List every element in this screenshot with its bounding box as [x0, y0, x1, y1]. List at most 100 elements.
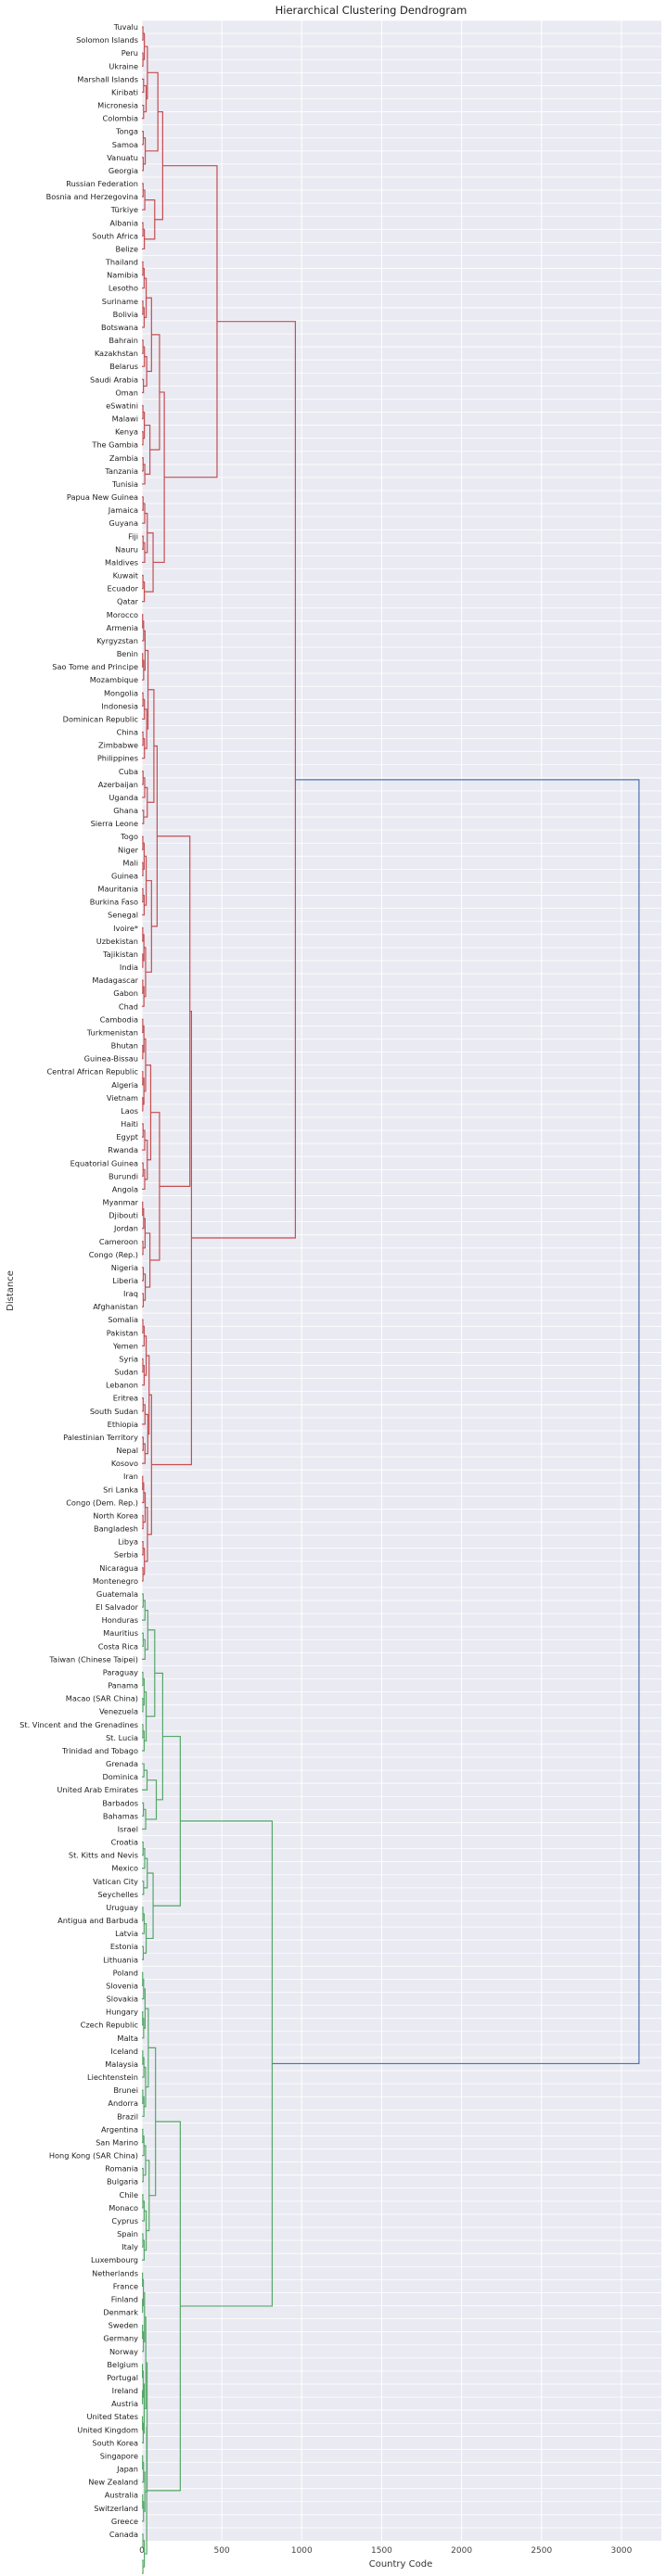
dendrogram-link	[142, 1567, 144, 1582]
dendrogram-link	[143, 2383, 146, 2434]
dendrogram-link	[142, 620, 145, 642]
leaf-label: Macao (SAR China)	[66, 1694, 138, 1703]
dendrogram-link	[142, 1945, 145, 1960]
leaf-label: India	[120, 963, 138, 972]
dendrogram-link	[142, 2501, 145, 2522]
dendrogram-link	[143, 2471, 146, 2512]
dendrogram-link	[142, 431, 144, 446]
leaf-label: Guatemala	[96, 1589, 138, 1599]
leaf-label: Croatia	[111, 1838, 138, 1847]
dendrogram-link	[143, 411, 146, 440]
leaf-label: Ethiopia	[108, 1420, 138, 1429]
dendrogram-link	[142, 2272, 144, 2287]
leaf-label: Libya	[118, 1537, 138, 1547]
leaf-label: Morocco	[107, 610, 138, 619]
leaf-label: Guinea-Bissau	[84, 1054, 138, 1064]
leaf-label: Estonia	[110, 1942, 138, 1951]
leaf-label: Bhutan	[111, 1041, 138, 1051]
leaf-label: Tonga	[115, 127, 138, 136]
leaf-label: New Zealand	[88, 2478, 138, 2487]
dendrogram-link	[146, 297, 152, 373]
dendrogram-link	[142, 2018, 145, 2039]
leaf-label: Armenia	[107, 623, 138, 632]
leaf-label: Congo (Rep.)	[89, 1250, 138, 1259]
dendrogram-link	[142, 692, 144, 707]
leaf-label: Panama	[108, 1681, 138, 1690]
leaf-label: Iceland	[110, 2047, 138, 2056]
leaf-label: Romania	[105, 2164, 138, 2174]
dendrogram-link	[142, 777, 146, 798]
dendrogram-link	[142, 659, 145, 681]
leaf-label: Israel	[118, 1824, 138, 1833]
dendrogram-link	[142, 1730, 146, 1752]
dendrogram-link	[157, 835, 191, 1187]
leaf-label: Oman	[115, 388, 138, 397]
dendrogram-link	[142, 496, 144, 511]
dendrogram-link	[142, 1162, 144, 1177]
leaf-label: Benin	[117, 649, 138, 658]
leaf-label: Afghanistan	[93, 1302, 138, 1311]
leaf-label: Nauru	[115, 544, 138, 554]
dendrogram-link	[142, 457, 144, 472]
leaf-label: Monaco	[109, 2203, 138, 2213]
dendrogram-link	[142, 1267, 145, 1282]
dendrogram-link	[143, 32, 146, 60]
leaf-label: Slovenia	[106, 1981, 138, 1990]
dendrogram-link	[142, 771, 144, 785]
leaf-label: Lesotho	[109, 284, 138, 293]
leaf-label: Mauritania	[97, 885, 138, 894]
leaf-label: Algeria	[111, 1080, 138, 1090]
leaf-label: Laos	[121, 1106, 138, 1116]
dendrogram-link	[142, 1848, 146, 1869]
leaf-label: Namibia	[107, 271, 138, 280]
dendrogram-link	[272, 779, 640, 2065]
leaf-label: Japan	[116, 2465, 138, 2474]
leaf-label: Colombia	[103, 114, 138, 123]
leaf-label: Ukraine	[109, 61, 138, 70]
dendrogram-link	[142, 1978, 145, 2000]
dendrogram-link	[144, 424, 151, 475]
leaf-label: Sri Lanka	[103, 1485, 138, 1494]
dendrogram-link	[147, 2047, 157, 2197]
dendrogram-link	[142, 1841, 144, 1856]
leaf-label: Bolivia	[113, 310, 138, 319]
leaf-label: Tuvalu	[113, 22, 138, 32]
leaf-label: Micronesia	[97, 101, 138, 110]
dendrogram-link	[142, 2390, 144, 2404]
dendrogram-link	[142, 2461, 145, 2483]
dendrogram-link	[143, 1492, 147, 1524]
leaf-label: Hungary	[106, 2008, 138, 2017]
x-tick-label: 1500	[371, 2546, 392, 2556]
dendrogram-link	[142, 222, 144, 236]
leaf-label: Palestinian Territory	[63, 1433, 138, 1442]
leaf-label: Luxembourg	[91, 2255, 138, 2264]
leaf-label: Sao Tome and Principe	[52, 662, 138, 671]
leaf-label: Mongolia	[104, 688, 138, 697]
leaf-label: Jordan	[113, 1224, 138, 1233]
leaf-label: Kosovo	[111, 1459, 138, 1468]
leaf-label: Bahrain	[109, 336, 138, 345]
leaf-label: Uganda	[109, 793, 138, 802]
dendrogram-link	[144, 2427, 147, 2555]
leaf-label: Latvia	[115, 1929, 138, 1938]
leaf-label: Honduras	[102, 1615, 138, 1625]
leaf-label: Uzbekistan	[96, 937, 138, 946]
leaf-label: Trinidad and Tobago	[61, 1746, 138, 1755]
leaf-label: Seychelles	[97, 1890, 138, 1899]
dendrogram-link	[142, 1802, 145, 1817]
leaf-label: Egypt	[116, 1132, 138, 1141]
dendrogram-link	[142, 1808, 147, 1830]
leaf-label: Yemen	[112, 1341, 138, 1350]
dendrogram-link	[151, 745, 158, 927]
leaf-label: Iran	[123, 1472, 138, 1481]
leaf-label: Canada	[109, 2530, 138, 2539]
leaf-label: Lithuania	[103, 1955, 138, 1964]
leaf-label: Vietnam	[107, 1093, 138, 1103]
dendrogram-link	[142, 580, 146, 603]
grid-lines	[141, 19, 661, 2541]
leaf-label: Nicaragua	[99, 1563, 138, 1573]
leaf-label: Sweden	[109, 2321, 138, 2330]
leaf-label: Liechtenstein	[87, 2072, 138, 2082]
dendrogram-link	[142, 1241, 144, 1256]
